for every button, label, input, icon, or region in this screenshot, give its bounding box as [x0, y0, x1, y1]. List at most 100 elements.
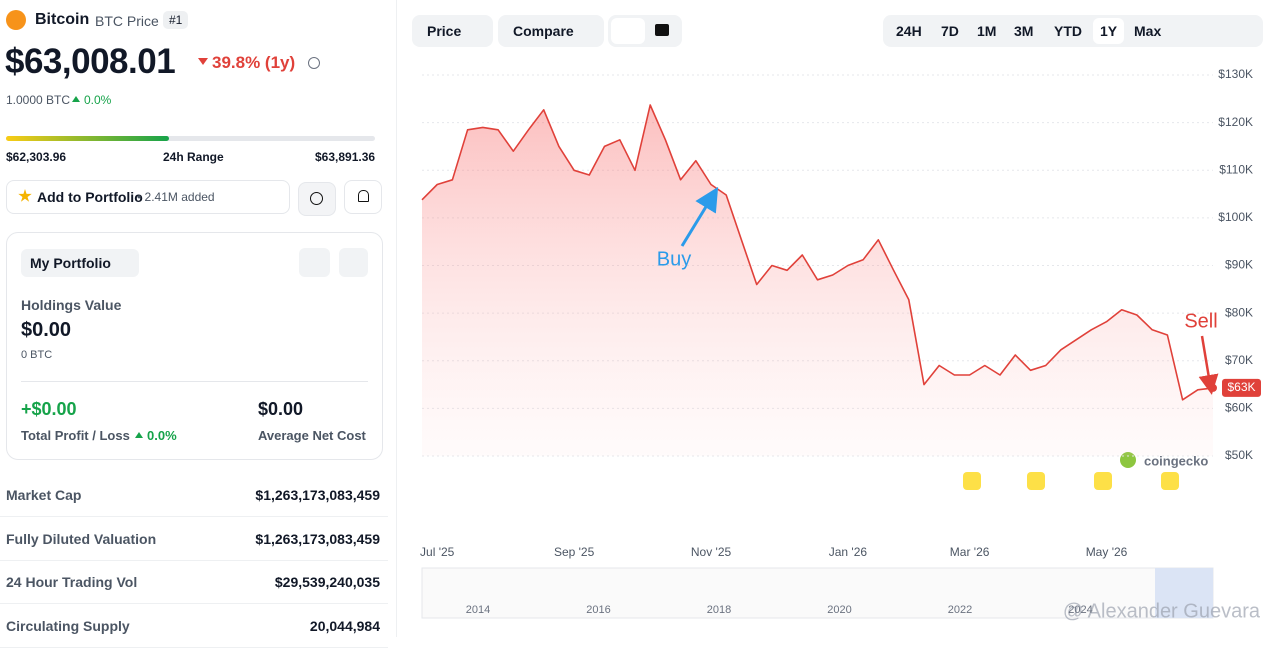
- divider: [21, 381, 368, 382]
- chart-type-toggle[interactable]: [608, 15, 682, 47]
- price: $63,008.01: [5, 42, 176, 81]
- current-price-badge: [1222, 378, 1261, 397]
- range-track: [6, 136, 375, 141]
- panel-divider: [396, 0, 397, 637]
- range-fill: [6, 136, 169, 141]
- stat-value: 20,044,984: [309, 617, 380, 634]
- range-low: $62,303.96: [6, 150, 67, 164]
- buy-annotation: Buy: [657, 248, 691, 270]
- alert-button[interactable]: [344, 180, 382, 214]
- stat-row: 24 Hour Trading Vol $29,539,240,035: [0, 560, 388, 604]
- dropdown-label: Compare: [513, 23, 574, 39]
- btc-change: 0.0%: [72, 93, 111, 107]
- y-tick-label: $120K: [1218, 115, 1253, 129]
- holdings-label: Holdings Value: [21, 297, 122, 313]
- added-count: • 2.41M added: [137, 190, 215, 204]
- x-tick-label: Jul '25: [420, 545, 455, 559]
- dropdown-label: Price: [427, 23, 462, 39]
- y-tick-label: $50K: [1225, 448, 1253, 462]
- event-icon[interactable]: [1161, 472, 1179, 490]
- event-icon[interactable]: [963, 472, 981, 490]
- stat-row: Market Cap $1,263,173,083,459: [0, 473, 388, 517]
- icon: [310, 192, 323, 205]
- chart: coingecko @ Alexander Guevara $50K $60K $7…: [420, 67, 1261, 622]
- range-button[interactable]: 24H: [896, 23, 922, 39]
- x-tick-label: Sep '25: [554, 545, 595, 559]
- price-change: 39.8% (1y): [198, 53, 295, 73]
- stat-label: Circulating Supply: [6, 617, 130, 634]
- y-tick-label: $90K: [1225, 258, 1253, 272]
- y-tick-label: $80K: [1225, 305, 1253, 319]
- stat-label: Fully Diluted Valuation: [6, 530, 157, 547]
- net-cost-label: Average Net Cost: [258, 428, 366, 443]
- y-tick-label: $110K: [1219, 162, 1253, 176]
- range-selector: 24H 7D 1M 3M YTD 1Y Max: [883, 15, 1263, 47]
- range-high: $63,891.36: [315, 150, 376, 164]
- y-tick-label: $130K: [1218, 67, 1253, 81]
- rank-badge: #1: [163, 11, 189, 29]
- stat-row: Fully Diluted Valuation $1,263,173,083,45…: [0, 517, 388, 561]
- add-portfolio-label: Add to Portfolio: [37, 189, 143, 205]
- profit-change-text: 0.0%: [147, 428, 177, 443]
- profit-label: Total Profit / Loss: [21, 428, 130, 443]
- y-tick-label: $60K: [1225, 401, 1253, 415]
- stat-label: Market Cap: [6, 487, 82, 503]
- navigator-year: 2018: [707, 604, 731, 616]
- brand-name: coingecko: [1144, 453, 1208, 468]
- x-tick-label: May '26: [1086, 545, 1128, 559]
- range-button[interactable]: 7D: [941, 23, 959, 39]
- coin-symbol: BTC Price: [95, 13, 159, 29]
- btc-change-text: 0.0%: [84, 93, 112, 107]
- dropdown-button[interactable]: Price: [412, 15, 493, 47]
- range-button[interactable]: Max: [1134, 23, 1162, 39]
- stat-value: $1,263,173,083,459: [255, 487, 380, 503]
- navigator-selection[interactable]: [1155, 568, 1213, 618]
- range-button[interactable]: 1Y: [1093, 18, 1125, 44]
- navigator-year: 2016: [586, 604, 610, 616]
- left-panel: Bitcoin BTC Price #1 $63,008.01 39.8% (1…: [0, 0, 396, 648]
- portfolio-dropdown[interactable]: My Portfolio: [21, 249, 139, 277]
- tv-chart-button[interactable]: [655, 24, 669, 36]
- sell-annotation: Sell: [1184, 310, 1217, 332]
- event-icons: [963, 472, 1179, 490]
- btc-amount: 1.0000 BTC: [6, 93, 71, 107]
- bell-icon: [358, 190, 369, 202]
- dropdown-button[interactable]: Compare: [498, 15, 604, 47]
- range-button[interactable]: 3M: [1014, 23, 1034, 39]
- buy-arrow: [680, 186, 719, 247]
- event-icon[interactable]: [1094, 472, 1112, 490]
- eye-button[interactable]: [299, 248, 330, 277]
- holdings-value: $0.00: [21, 319, 72, 341]
- line-chart-button[interactable]: [611, 18, 645, 44]
- x-tick-label: Jan '26: [829, 545, 868, 559]
- price-change-text: 39.8% (1y): [212, 53, 296, 72]
- current-price-label: $63K: [1227, 380, 1255, 394]
- profit: +$0.00: [21, 399, 77, 419]
- navigator-year: 2020: [827, 604, 851, 616]
- net-cost: $0.00: [258, 399, 304, 419]
- add-portfolio-button[interactable]: Add to Portfolio • 2.41M added: [6, 180, 290, 214]
- stat-value: $1,263,173,083,459: [255, 530, 380, 547]
- range-button[interactable]: 1M: [977, 23, 997, 39]
- info-icon[interactable]: [308, 57, 320, 69]
- profit-change: 0.0%: [135, 428, 177, 443]
- coin-icon: [6, 10, 26, 30]
- portfolio-icon-button[interactable]: [298, 182, 336, 216]
- plus-button[interactable]: [339, 248, 368, 277]
- stat-value: $29,539,240,035: [274, 574, 380, 590]
- watermark: @ Alexander Guevara: [1063, 600, 1261, 622]
- navigator-year: 2024: [1068, 604, 1092, 616]
- range-button[interactable]: YTD: [1054, 23, 1082, 39]
- event-icon[interactable]: [1027, 472, 1045, 490]
- portfolio-card: My Portfolio Holdings Value $0.00 0 BTC …: [6, 232, 383, 460]
- star-icon: [18, 189, 32, 202]
- navigator-year: 2014: [466, 604, 490, 616]
- holdings-btc: 0 BTC: [21, 349, 53, 361]
- stat-row: Circulating Supply 20,044,984: [0, 604, 388, 648]
- stat-label: 24 Hour Trading Vol: [6, 574, 138, 590]
- navigator[interactable]: [421, 567, 1214, 619]
- sell-arrow: [1198, 335, 1219, 395]
- navigator-year: 2022: [948, 604, 972, 616]
- range-label: 24h Range: [163, 150, 224, 164]
